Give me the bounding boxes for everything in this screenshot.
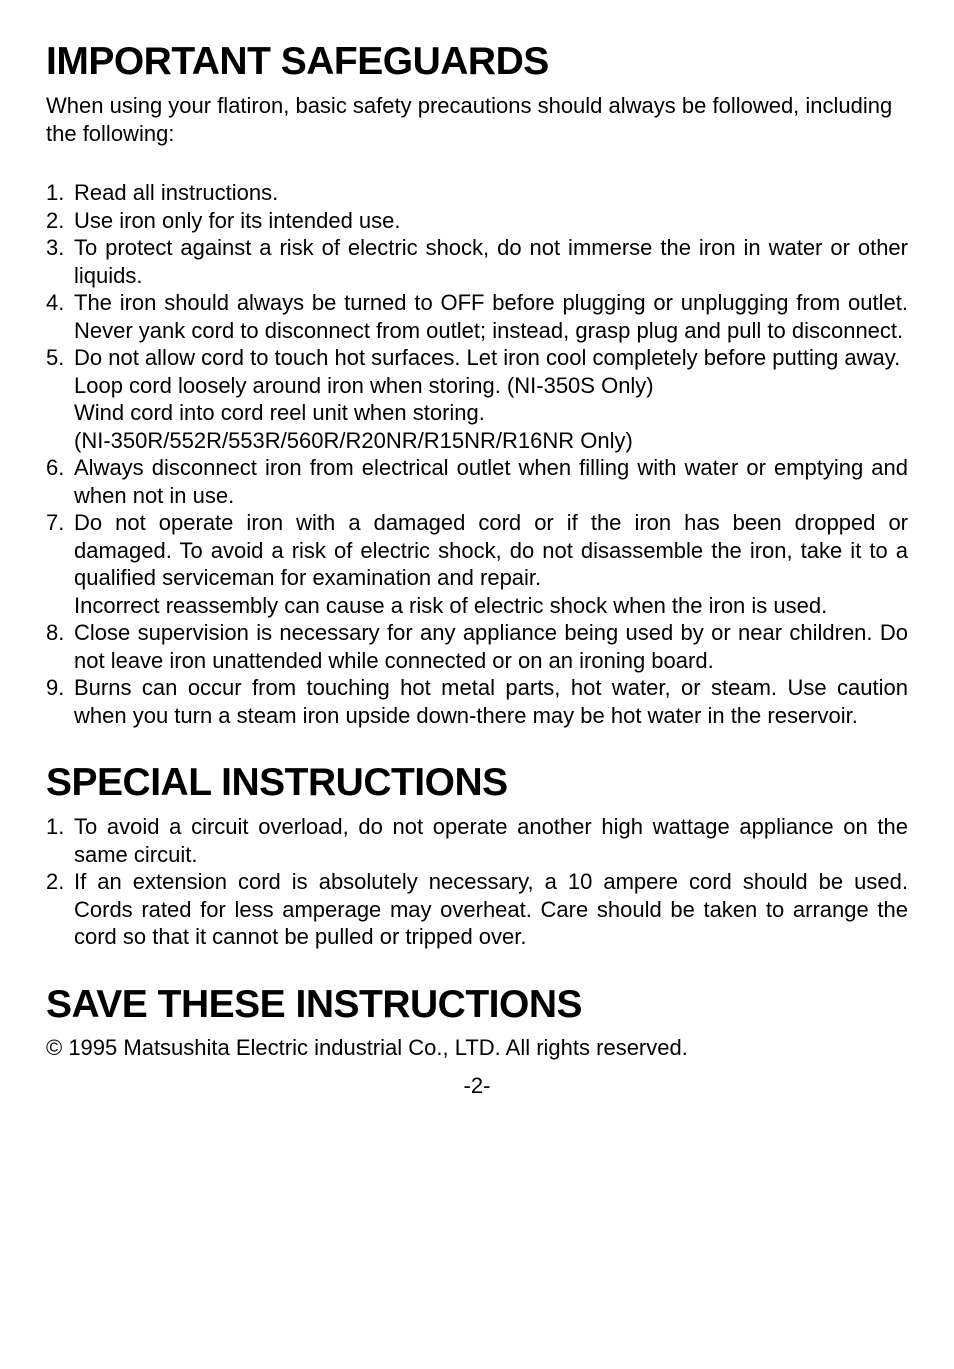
list-text: The iron should always be turned to OFF …	[74, 289, 908, 344]
list-line: The iron should always be turned to OFF …	[74, 289, 908, 344]
list-item: 5.Do not allow cord to touch hot surface…	[46, 344, 908, 454]
list-line: (NI-350R/552R/553R/560R/R20NR/R15NR/R16N…	[74, 427, 908, 455]
list-line: Do not operate iron with a damaged cord …	[74, 509, 908, 592]
list-text: Always disconnect iron from electrical o…	[74, 454, 908, 509]
list-number: 8.	[46, 619, 74, 647]
list-line: Always disconnect iron from electrical o…	[74, 454, 908, 509]
list-text: If an extension cord is absolutely neces…	[74, 868, 908, 951]
special-instructions-heading: SPECIAL INSTRUCTIONS	[46, 761, 908, 805]
list-item: 9.Burns can occur from touching hot meta…	[46, 674, 908, 729]
list-number: 3.	[46, 234, 74, 262]
list-line: Read all instructions.	[74, 179, 908, 207]
list-text: To protect against a risk of electric sh…	[74, 234, 908, 289]
list-number: 1.	[46, 179, 74, 207]
list-line: To protect against a risk of electric sh…	[74, 234, 908, 289]
page-number: -2-	[46, 1073, 908, 1099]
list-text: Use iron only for its intended use.	[74, 207, 908, 235]
list-item: 8.Close supervision is necessary for any…	[46, 619, 908, 674]
list-number: 2.	[46, 207, 74, 235]
list-item: 2.Use iron only for its intended use.	[46, 207, 908, 235]
list-item: 7.Do not operate iron with a damaged cor…	[46, 509, 908, 619]
safeguards-list: 1.Read all instructions.2.Use iron only …	[46, 179, 908, 729]
list-item: 2.If an extension cord is absolutely nec…	[46, 868, 908, 951]
copyright-text: © 1995 Matsushita Electric industrial Co…	[46, 1035, 908, 1061]
list-item: 3.To protect against a risk of electric …	[46, 234, 908, 289]
list-line: Close supervision is necessary for any a…	[74, 619, 908, 674]
list-line: Use iron only for its intended use.	[74, 207, 908, 235]
list-text: Read all instructions.	[74, 179, 908, 207]
list-item: 1.To avoid a circuit overload, do not op…	[46, 813, 908, 868]
list-text: Do not allow cord to touch hot surfaces.…	[74, 344, 908, 454]
list-text: Close supervision is necessary for any a…	[74, 619, 908, 674]
save-instructions-heading: SAVE THESE INSTRUCTIONS	[46, 983, 908, 1027]
list-text: Do not operate iron with a damaged cord …	[74, 509, 908, 619]
list-number: 2.	[46, 868, 74, 896]
list-number: 4.	[46, 289, 74, 317]
list-text: Burns can occur from touching hot metal …	[74, 674, 908, 729]
list-line: Do not allow cord to touch hot surfaces.…	[74, 344, 908, 372]
list-line: Wind cord into cord reel unit when stori…	[74, 399, 908, 427]
safeguards-intro: When using your flatiron, basic safety p…	[46, 92, 908, 147]
list-item: 6.Always disconnect iron from electrical…	[46, 454, 908, 509]
special-instructions-list: 1.To avoid a circuit overload, do not op…	[46, 813, 908, 951]
list-number: 1.	[46, 813, 74, 841]
list-number: 5.	[46, 344, 74, 372]
safeguards-heading: IMPORTANT SAFEGUARDS	[46, 40, 908, 84]
list-item: 4.The iron should always be turned to OF…	[46, 289, 908, 344]
list-item: 1.Read all instructions.	[46, 179, 908, 207]
list-line: To avoid a circuit overload, do not oper…	[74, 813, 908, 868]
list-number: 7.	[46, 509, 74, 537]
list-line: Burns can occur from touching hot metal …	[74, 674, 908, 729]
list-number: 6.	[46, 454, 74, 482]
list-number: 9.	[46, 674, 74, 702]
list-line: Loop cord loosely around iron when stori…	[74, 372, 908, 400]
list-text: To avoid a circuit overload, do not oper…	[74, 813, 908, 868]
list-line: If an extension cord is absolutely neces…	[74, 868, 908, 951]
list-line: Incorrect reassembly can cause a risk of…	[74, 592, 908, 620]
